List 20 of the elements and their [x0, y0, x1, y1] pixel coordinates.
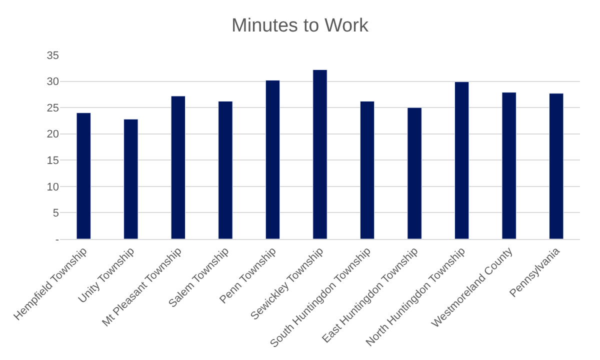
- bar: [549, 93, 564, 239]
- bar: [407, 107, 422, 239]
- bar: [454, 82, 470, 239]
- bar: [502, 92, 516, 239]
- y-tick-label: 35: [46, 50, 59, 62]
- bar: [218, 101, 233, 239]
- bar: [124, 118, 138, 239]
- y-tick-label: -: [55, 234, 60, 246]
- bar: [265, 80, 280, 239]
- y-tick-label: 20: [46, 128, 59, 141]
- bar: [360, 101, 375, 239]
- y-tick-label: 5: [52, 208, 59, 220]
- y-tick-label: 10: [46, 181, 59, 194]
- y-tick-label: 15: [46, 154, 59, 167]
- bar: [312, 69, 328, 239]
- y-tick-label: 25: [46, 102, 59, 114]
- y-tick-label: 30: [46, 76, 59, 88]
- chart-title: Minutes to Work: [232, 15, 369, 36]
- bar: [76, 112, 91, 239]
- bar: [170, 96, 186, 239]
